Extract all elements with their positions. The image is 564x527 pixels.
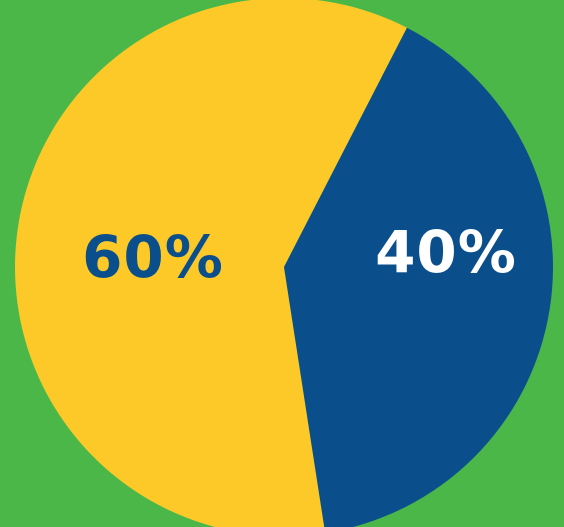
pie-slice-label-1: 60% [82,223,224,291]
pie-labels: 60% 40% [82,218,517,291]
pie-slice-2 [284,27,553,527]
pie-slice-label-2: 40% [375,218,517,286]
pie-slice-1 [15,0,407,527]
pie-slices [15,0,553,527]
